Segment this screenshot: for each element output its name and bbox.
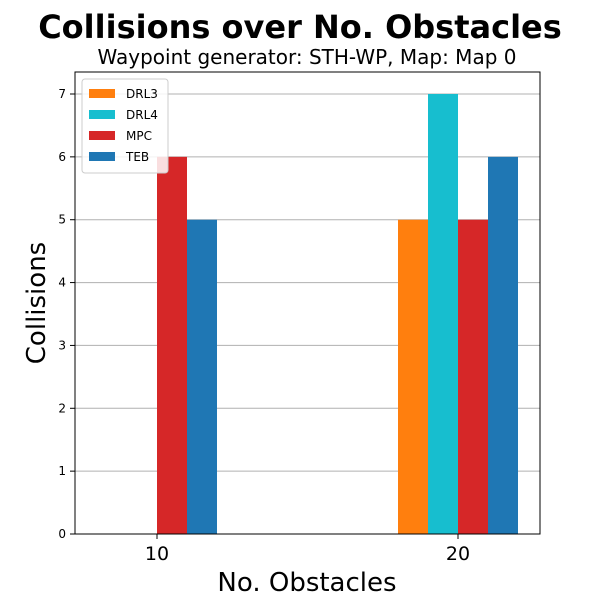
- legend-label-teb: TEB: [125, 150, 149, 164]
- y-tick-label: 4: [58, 276, 66, 290]
- bar-drl3-20: [398, 219, 428, 534]
- bars: [157, 94, 518, 534]
- y-axis-label: Collisions: [22, 242, 52, 364]
- x-tick-label: 20: [446, 543, 470, 565]
- y-tick-label: 5: [58, 213, 66, 227]
- legend-swatch-mpc: [89, 131, 115, 140]
- legend-swatch-drl3: [89, 89, 115, 98]
- y-tick-label: 0: [58, 527, 66, 541]
- bar-teb-20: [488, 156, 518, 534]
- x-tick-label: 10: [145, 543, 169, 565]
- chart-title: Collisions over No. Obstacles: [38, 8, 562, 46]
- x-axis-label: No. Obstacles: [217, 568, 396, 598]
- y-tick-label: 1: [58, 464, 66, 478]
- bar-mpc-20: [458, 219, 488, 534]
- x-axis-ticks: 10 20: [145, 534, 470, 565]
- legend-label-drl3: DRL3: [126, 87, 158, 101]
- legend-box: [81, 78, 169, 174]
- legend-swatch-drl4: [89, 110, 115, 119]
- y-tick-label: 7: [58, 87, 66, 101]
- plot-area: [74, 71, 541, 535]
- bar-drl4-20: [428, 94, 458, 534]
- chart-subtitle: Waypoint generator: STH-WP, Map: Map 0: [98, 45, 517, 69]
- legend-swatch-teb: [89, 152, 115, 161]
- legend-label-drl4: DRL4: [126, 108, 158, 122]
- legend: DRL3 DRL4 MPC TEB: [81, 78, 169, 174]
- y-tick-label: 2: [58, 401, 66, 415]
- y-axis-ticks: 0 1 2 3 4 5 6 7: [58, 87, 75, 541]
- bar-mpc-10: [157, 156, 187, 534]
- y-tick-label: 3: [58, 338, 66, 352]
- y-tick-label: 6: [58, 150, 66, 164]
- bar-teb-10: [187, 219, 217, 534]
- legend-label-mpc: MPC: [126, 129, 152, 143]
